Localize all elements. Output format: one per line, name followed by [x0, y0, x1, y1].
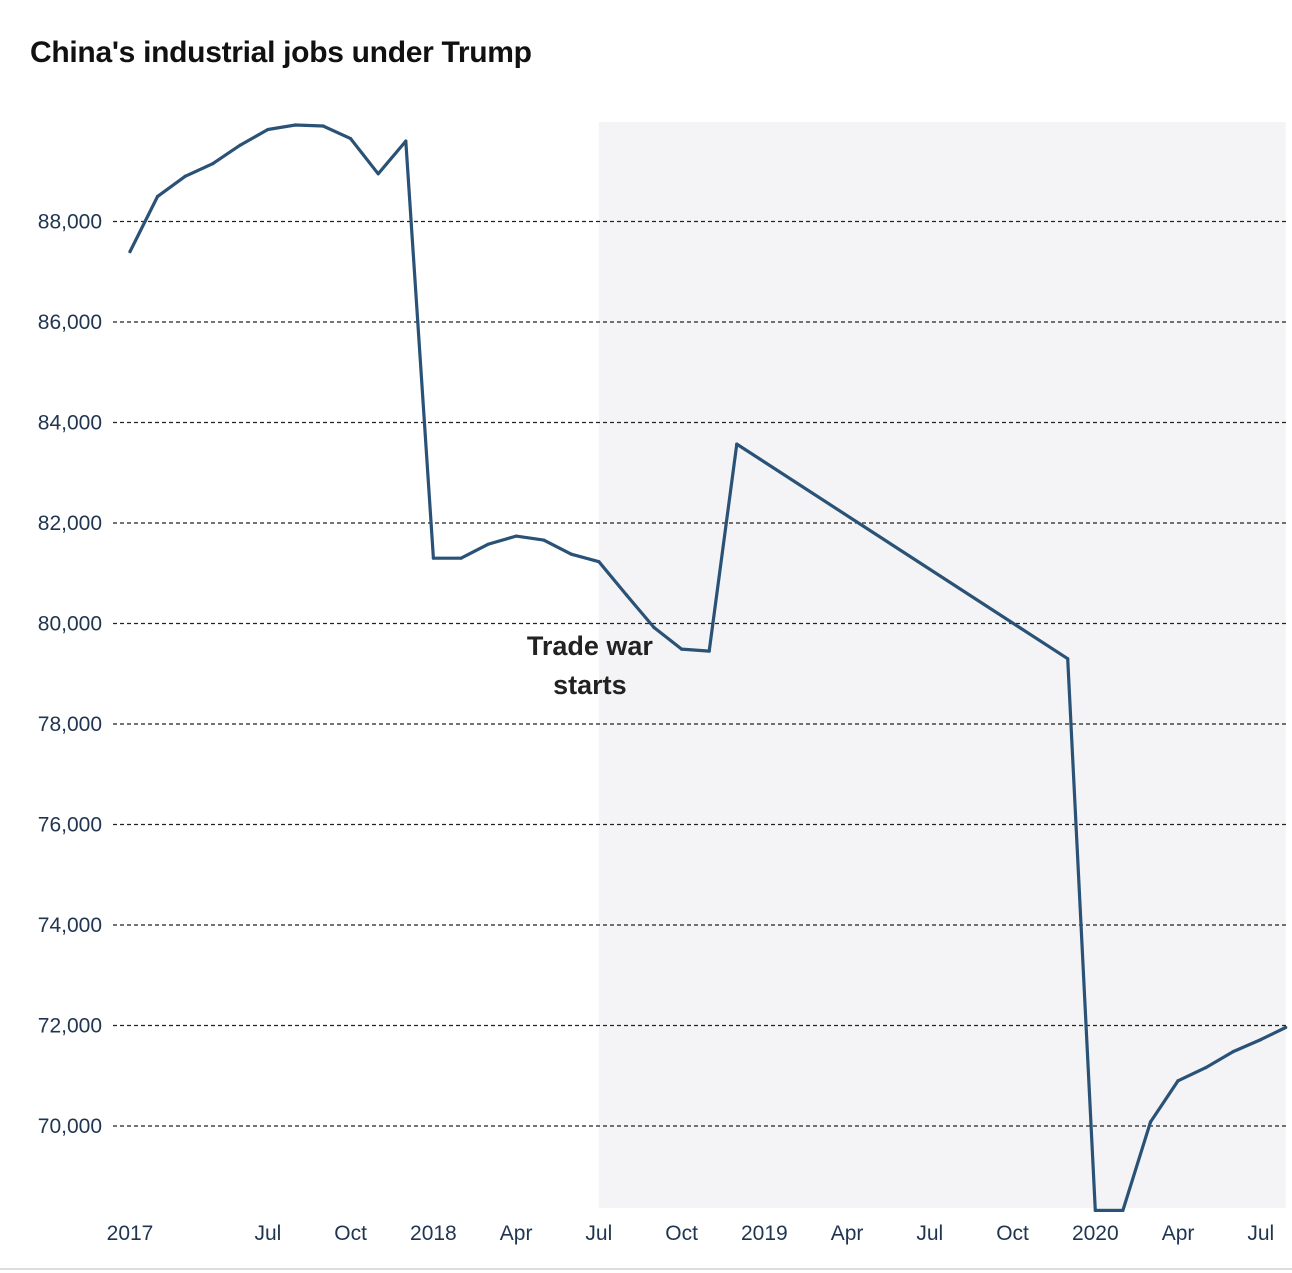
y-tick-label: 80,000 [38, 613, 102, 636]
data-point [1176, 1079, 1180, 1083]
data-point [486, 542, 491, 546]
x-tick-label: Jul [585, 1222, 612, 1245]
y-tick-label: 70,000 [38, 1115, 102, 1138]
data-point [404, 139, 408, 143]
x-tick-label: Jul [1247, 1222, 1274, 1245]
series-lines [128, 123, 1288, 1213]
y-tick-label: 72,000 [38, 1015, 102, 1038]
y-tick-label: 76,000 [38, 814, 102, 837]
bottom-divider [0, 1268, 1292, 1270]
x-tick-label: Oct [334, 1222, 367, 1245]
shaded-region-rect [598, 122, 1286, 1208]
y-tick-label: 88,000 [38, 211, 102, 234]
data-point [1066, 657, 1070, 661]
x-tick-label: Jul [916, 1222, 943, 1245]
data-point [128, 250, 132, 254]
data-point [1231, 1050, 1235, 1054]
data-point [183, 174, 187, 178]
data-point [1284, 1025, 1288, 1030]
data-point [211, 162, 215, 166]
chart-title: China's industrial jobs under Trump [30, 36, 532, 69]
x-tick-label: 2020 [1072, 1222, 1119, 1245]
data-point [707, 649, 711, 653]
data-point [293, 123, 298, 127]
x-tick-label: 2017 [107, 1222, 154, 1245]
data-point [321, 124, 325, 128]
data-point [349, 136, 353, 141]
annotation-line: starts [553, 670, 627, 700]
data-point [238, 143, 242, 147]
data-point [542, 538, 546, 542]
x-tick-label: 2018 [410, 1222, 457, 1245]
data-point [459, 556, 463, 560]
y-tick-label: 82,000 [38, 512, 102, 535]
y-tick-label: 78,000 [38, 713, 102, 736]
data-point [1148, 1120, 1153, 1124]
x-tick-label: Apr [831, 1222, 864, 1245]
x-axis-tick-labels: 2017 Jul Oct 2018 Apr Jul Oct 2019 Apr Jul Oct 2020… [107, 1222, 1275, 1245]
x-tick-label: Oct [996, 1222, 1029, 1245]
data-point [1204, 1066, 1208, 1070]
y-axis-tick-labels: 70,000 72,000 74,000 76,000 78,000 80,000 82,0… [38, 211, 102, 1139]
data-point [514, 534, 518, 538]
data-point [624, 593, 629, 597]
data-point [569, 552, 573, 556]
trade-war-shaded-region [598, 122, 1286, 1208]
y-tick-label: 84,000 [38, 412, 102, 435]
x-tick-label: 2019 [741, 1222, 788, 1245]
data-point [1259, 1037, 1263, 1042]
annotation-line: Trade war [527, 631, 654, 661]
data-point [735, 442, 739, 446]
x-tick-label: Apr [500, 1222, 533, 1245]
y-tick-label: 74,000 [38, 914, 102, 937]
data-point [376, 172, 380, 176]
y-tick-label: 86,000 [38, 311, 102, 334]
data-point [1093, 1208, 1097, 1213]
data-point [1121, 1208, 1125, 1213]
x-tick-label: Oct [665, 1222, 698, 1245]
series-line [128, 123, 1288, 1213]
trade-war-annotation: Trade war starts [527, 631, 654, 700]
data-point [680, 647, 684, 651]
x-tick-label: Apr [1162, 1222, 1195, 1245]
data-point [652, 625, 656, 630]
x-tick-label: Jul [254, 1222, 281, 1245]
data-point [431, 556, 435, 560]
data-point [597, 560, 601, 564]
data-point [266, 127, 270, 132]
data-point [155, 194, 160, 198]
